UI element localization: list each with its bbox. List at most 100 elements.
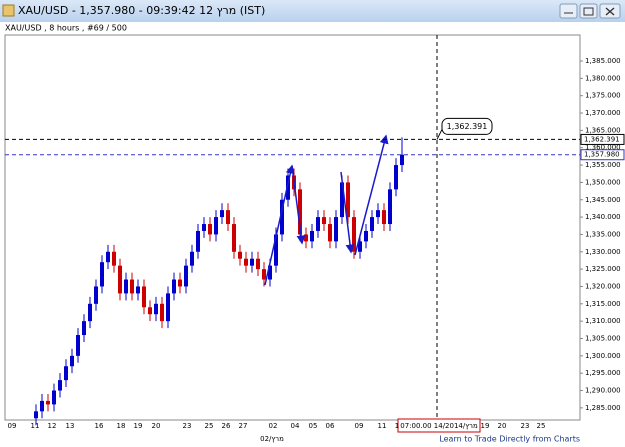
candle-body [304,234,308,242]
x-tick-label: 11 [31,422,40,430]
candle-body [136,286,140,294]
y-tick-label: 1,330.000 [585,248,621,256]
candle-body [310,230,314,242]
candle-body [358,241,362,252]
candle-body [364,230,368,242]
x-tick-label: 1 [395,422,399,430]
candle-body [340,182,344,218]
candle-body [106,251,110,263]
x-tick-label: 11 [378,422,387,430]
candle-body [88,303,92,322]
candle-body [58,380,62,391]
candle-body [196,230,200,252]
month-label: 02/מרץ [260,435,284,443]
candle-body [178,279,182,287]
x-tick-label: 16 [95,422,104,430]
candle-body [40,400,44,412]
candle-body [226,210,230,225]
candle-body [370,217,374,231]
candle-body [160,303,164,322]
candle-body [262,269,266,280]
x-tick-label: 04 [291,422,300,430]
y-tick-label: 1,325.000 [585,265,621,273]
minimize-button[interactable] [559,3,578,19]
x-tick-label: 09 [8,422,17,430]
candle-body [172,279,176,294]
maximize-button[interactable] [579,3,598,19]
callout-box [441,117,493,135]
candle-body [34,411,38,419]
drawn-arrows [264,134,389,286]
candle-body [346,182,350,218]
candle-body [124,279,128,294]
y-tick-label: 1,310.000 [585,317,621,325]
candle-body [148,307,152,315]
arrow [264,164,295,286]
x-tick-label: 27 [239,422,248,430]
y-tick-label: 1,335.000 [585,230,621,238]
x-tick-label: 02 [269,422,278,430]
x-tick-label: 23 [183,422,192,430]
learn-link[interactable]: Learn to Trade Directly from Charts [439,435,580,444]
arrow [340,171,355,254]
callout-label: 1,362.391 [447,122,488,131]
candle-body [214,217,218,235]
x-tick-label: 06 [326,422,335,430]
candle-body [184,265,188,287]
y-tick-label: 1,285.000 [585,404,621,412]
candle-body [232,224,236,252]
app-icon [2,4,15,17]
y-tick-label: 1,320.000 [585,282,621,290]
candle-body [268,265,272,280]
y-tick-label: 1,315.000 [585,300,621,308]
x-tick-label: 19 [481,422,490,430]
x-tick-label: 25 [205,422,214,430]
x-tick-label: 12 [48,422,57,430]
x-tick-label: 09 [355,422,364,430]
y-tick-label: 1,300.000 [585,352,621,360]
candle-body [352,217,356,252]
y-tick-label: 1,380.000 [585,74,621,82]
y-tick-label: 1,385.000 [585,57,621,65]
candle-body [202,224,206,231]
y-tick-label: 1,375.000 [585,92,621,100]
arrow [291,165,306,245]
x-tick-label: 13 [66,422,75,430]
y-tick-label: 1,360.000 [585,144,621,152]
x-tick-label: 18 [117,422,126,430]
x-tick-label: 05 [309,422,318,430]
window-title: XAU/USD - 1,357.980 - 09:39:42 12 מרץ (I… [18,4,265,17]
candle-body [112,251,116,266]
close-icon [605,7,615,16]
price-label-box [580,149,625,161]
y-tick-label: 1,295.000 [585,369,621,377]
candle-body [190,251,194,266]
candle-body [208,224,212,235]
y-tick-label: 1,355.000 [585,161,621,169]
candle-body [286,175,290,200]
x-tick-label: 19 [134,422,143,430]
candle-body [46,400,50,405]
candle-body [328,224,332,242]
candle-body [250,258,254,266]
candle-body [280,199,284,235]
candle-body [94,286,98,304]
candle-body [244,258,248,266]
y-tick-label: 1,340.000 [585,213,621,221]
cursor-time-box [397,418,481,433]
cursor-time: 07:00.00 14/2014/מרץ [400,422,478,430]
candle-body [298,189,302,235]
y-tick-label: 1,305.000 [585,334,621,342]
x-tick-label: 23 [521,422,530,430]
y-tick-label: 1,350.000 [585,178,621,186]
x-tick-label: 20 [152,422,161,430]
candle-body [70,355,74,367]
candle-body [142,286,146,308]
price-label: 1,362.391 [584,135,620,143]
x-tick-label: 25 [537,422,546,430]
candle-body [322,217,326,225]
candle-body [82,321,86,336]
y-tick-label: 1,290.000 [585,387,621,395]
candle-body [76,335,80,356]
candle-body [382,210,386,225]
